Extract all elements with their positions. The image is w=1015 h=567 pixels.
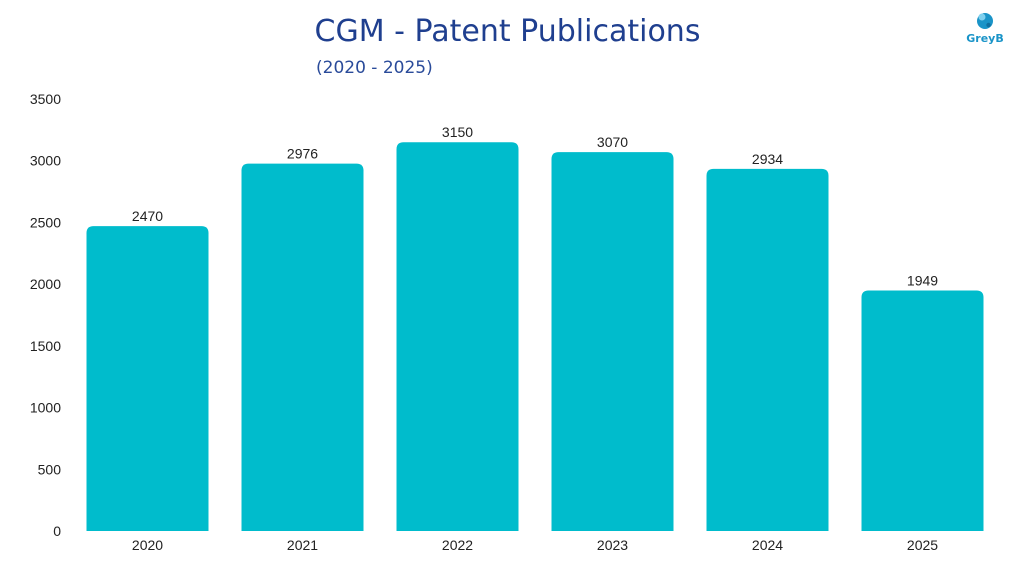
y-tick-label: 2000 [30,276,61,292]
greyb-logo: GreyB [962,8,1008,48]
x-tick-label-2021: 2021 [287,537,318,553]
chart-title: CGM - Patent Publications [314,14,701,49]
bar-2020 [86,226,209,532]
data-label-2020: 2470 [132,208,163,224]
y-tick-label: 1000 [30,400,61,416]
bar-2021 [241,163,364,531]
bar-2022 [396,142,519,531]
y-tick-label: 2500 [30,214,61,230]
y-tick-label: 0 [53,523,61,539]
data-label-2021: 2976 [287,146,318,162]
y-tick-label: 3000 [30,153,61,169]
x-tick-label-2023: 2023 [597,537,628,553]
bar-2024 [706,168,829,531]
bar-2025 [861,290,984,531]
greyb-logo-icon [977,13,993,29]
x-tick-label-2024: 2024 [752,537,783,553]
greyb-logo-text: GreyB [966,32,1004,45]
y-tick-label: 1500 [30,338,61,354]
chart-subtitle: (2020 - 2025) [316,58,433,78]
data-label-2024: 2934 [752,151,783,167]
data-label-2025: 1949 [907,272,938,288]
y-tick-label: 500 [38,461,62,477]
x-tick-label-2022: 2022 [442,537,473,553]
x-tick-label-2025: 2025 [907,537,938,553]
bar-2023 [551,152,674,531]
data-label-2023: 3070 [597,134,628,150]
x-tick-label-2020: 2020 [132,537,163,553]
y-tick-label: 3500 [30,91,61,107]
data-label-2022: 3150 [442,124,473,140]
